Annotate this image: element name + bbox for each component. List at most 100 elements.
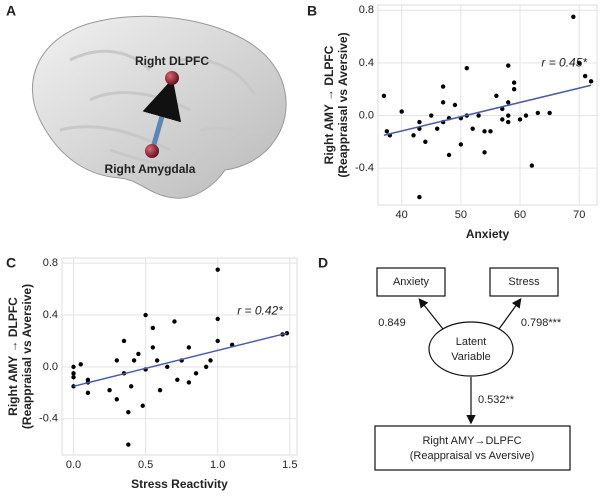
panel-label: A	[6, 3, 16, 19]
point	[588, 79, 594, 84]
point	[494, 93, 499, 98]
edge-arrow	[418, 298, 444, 330]
point	[71, 375, 76, 380]
point	[203, 364, 209, 370]
y-tick-label: 0.4	[359, 57, 374, 69]
point	[381, 93, 387, 98]
plot-area	[377, 4, 598, 206]
point	[215, 316, 220, 322]
point	[429, 113, 434, 118]
point	[523, 113, 529, 118]
point	[126, 410, 131, 415]
point	[131, 358, 137, 363]
point	[500, 117, 505, 122]
fit-line	[383, 84, 592, 136]
point	[208, 358, 213, 363]
point	[154, 358, 160, 363]
point	[215, 267, 220, 272]
x-tick-label: 70	[573, 209, 585, 221]
x-tick-label: 0.5	[138, 459, 153, 471]
y-tick-label: 0.4	[43, 309, 58, 321]
point	[452, 102, 458, 108]
point	[506, 119, 511, 125]
y-tick-label: 0.8	[359, 4, 374, 16]
node-label: Stress	[508, 276, 540, 288]
node-box	[374, 425, 571, 471]
point	[488, 129, 493, 134]
point	[140, 403, 145, 408]
point	[399, 109, 404, 114]
point	[506, 63, 511, 68]
node-box	[376, 267, 446, 297]
point	[114, 397, 119, 402]
point	[150, 325, 156, 331]
y-axis-title: Right AMY → DLPFC	[322, 45, 336, 164]
y-tick-label: -0.4	[39, 413, 58, 425]
point	[482, 129, 487, 134]
point	[186, 380, 192, 385]
point	[121, 338, 127, 344]
y-axis-title: (Reappraisal vs Aversive)	[336, 32, 350, 177]
node-label: Anxiety	[393, 276, 430, 288]
x-axis-title: Stress Reactivity	[131, 477, 228, 491]
point	[482, 150, 487, 155]
x-tick-label: 0.0	[66, 459, 81, 471]
point	[517, 117, 523, 122]
node-label: Latent	[456, 336, 487, 348]
point	[114, 358, 119, 363]
y-tick-label: 0.0	[359, 109, 374, 121]
point	[571, 14, 576, 20]
point	[165, 364, 170, 370]
x-tick-label: 1.0	[210, 459, 225, 471]
point	[440, 100, 446, 105]
point	[446, 152, 452, 158]
point	[172, 319, 177, 324]
point	[107, 387, 112, 393]
point	[511, 80, 517, 85]
point	[157, 387, 163, 393]
point	[71, 371, 76, 376]
y-tick-label: 0.8	[43, 257, 58, 269]
point	[511, 87, 517, 92]
point	[458, 142, 464, 147]
point	[215, 338, 220, 344]
node-label: Right AMY→DLPFC	[422, 435, 521, 447]
path-diagram	[374, 267, 571, 471]
edge-label: 0.532**	[478, 394, 515, 406]
x-tick-label: 40	[396, 209, 408, 221]
point	[535, 110, 541, 116]
node-ellipse	[428, 321, 514, 377]
point	[143, 312, 148, 318]
point	[78, 362, 83, 367]
region-label: Right DLPFC	[135, 54, 209, 68]
panel-label: C	[6, 255, 16, 271]
point	[577, 60, 582, 66]
edge-arrow	[498, 298, 522, 330]
point	[547, 110, 552, 116]
fit-line	[73, 332, 288, 388]
point	[71, 364, 76, 370]
point	[529, 163, 535, 168]
point	[417, 194, 422, 200]
point	[434, 126, 440, 131]
point	[384, 129, 390, 134]
point	[129, 384, 134, 389]
point	[150, 345, 156, 350]
point	[440, 84, 446, 89]
point	[500, 106, 505, 112]
edge-label: 0.798***	[521, 317, 562, 329]
point	[136, 351, 141, 357]
node-label: (Reappraisal vs Aversive)	[410, 450, 535, 462]
point	[126, 442, 131, 447]
point	[423, 139, 428, 145]
y-tick-label: -0.4	[355, 162, 374, 174]
panel-label: B	[307, 3, 317, 19]
panel-label: D	[318, 255, 328, 271]
point	[411, 133, 416, 138]
point	[417, 119, 422, 125]
point	[175, 377, 180, 383]
annotation: r = 0.45*	[541, 55, 587, 69]
point	[476, 113, 481, 118]
